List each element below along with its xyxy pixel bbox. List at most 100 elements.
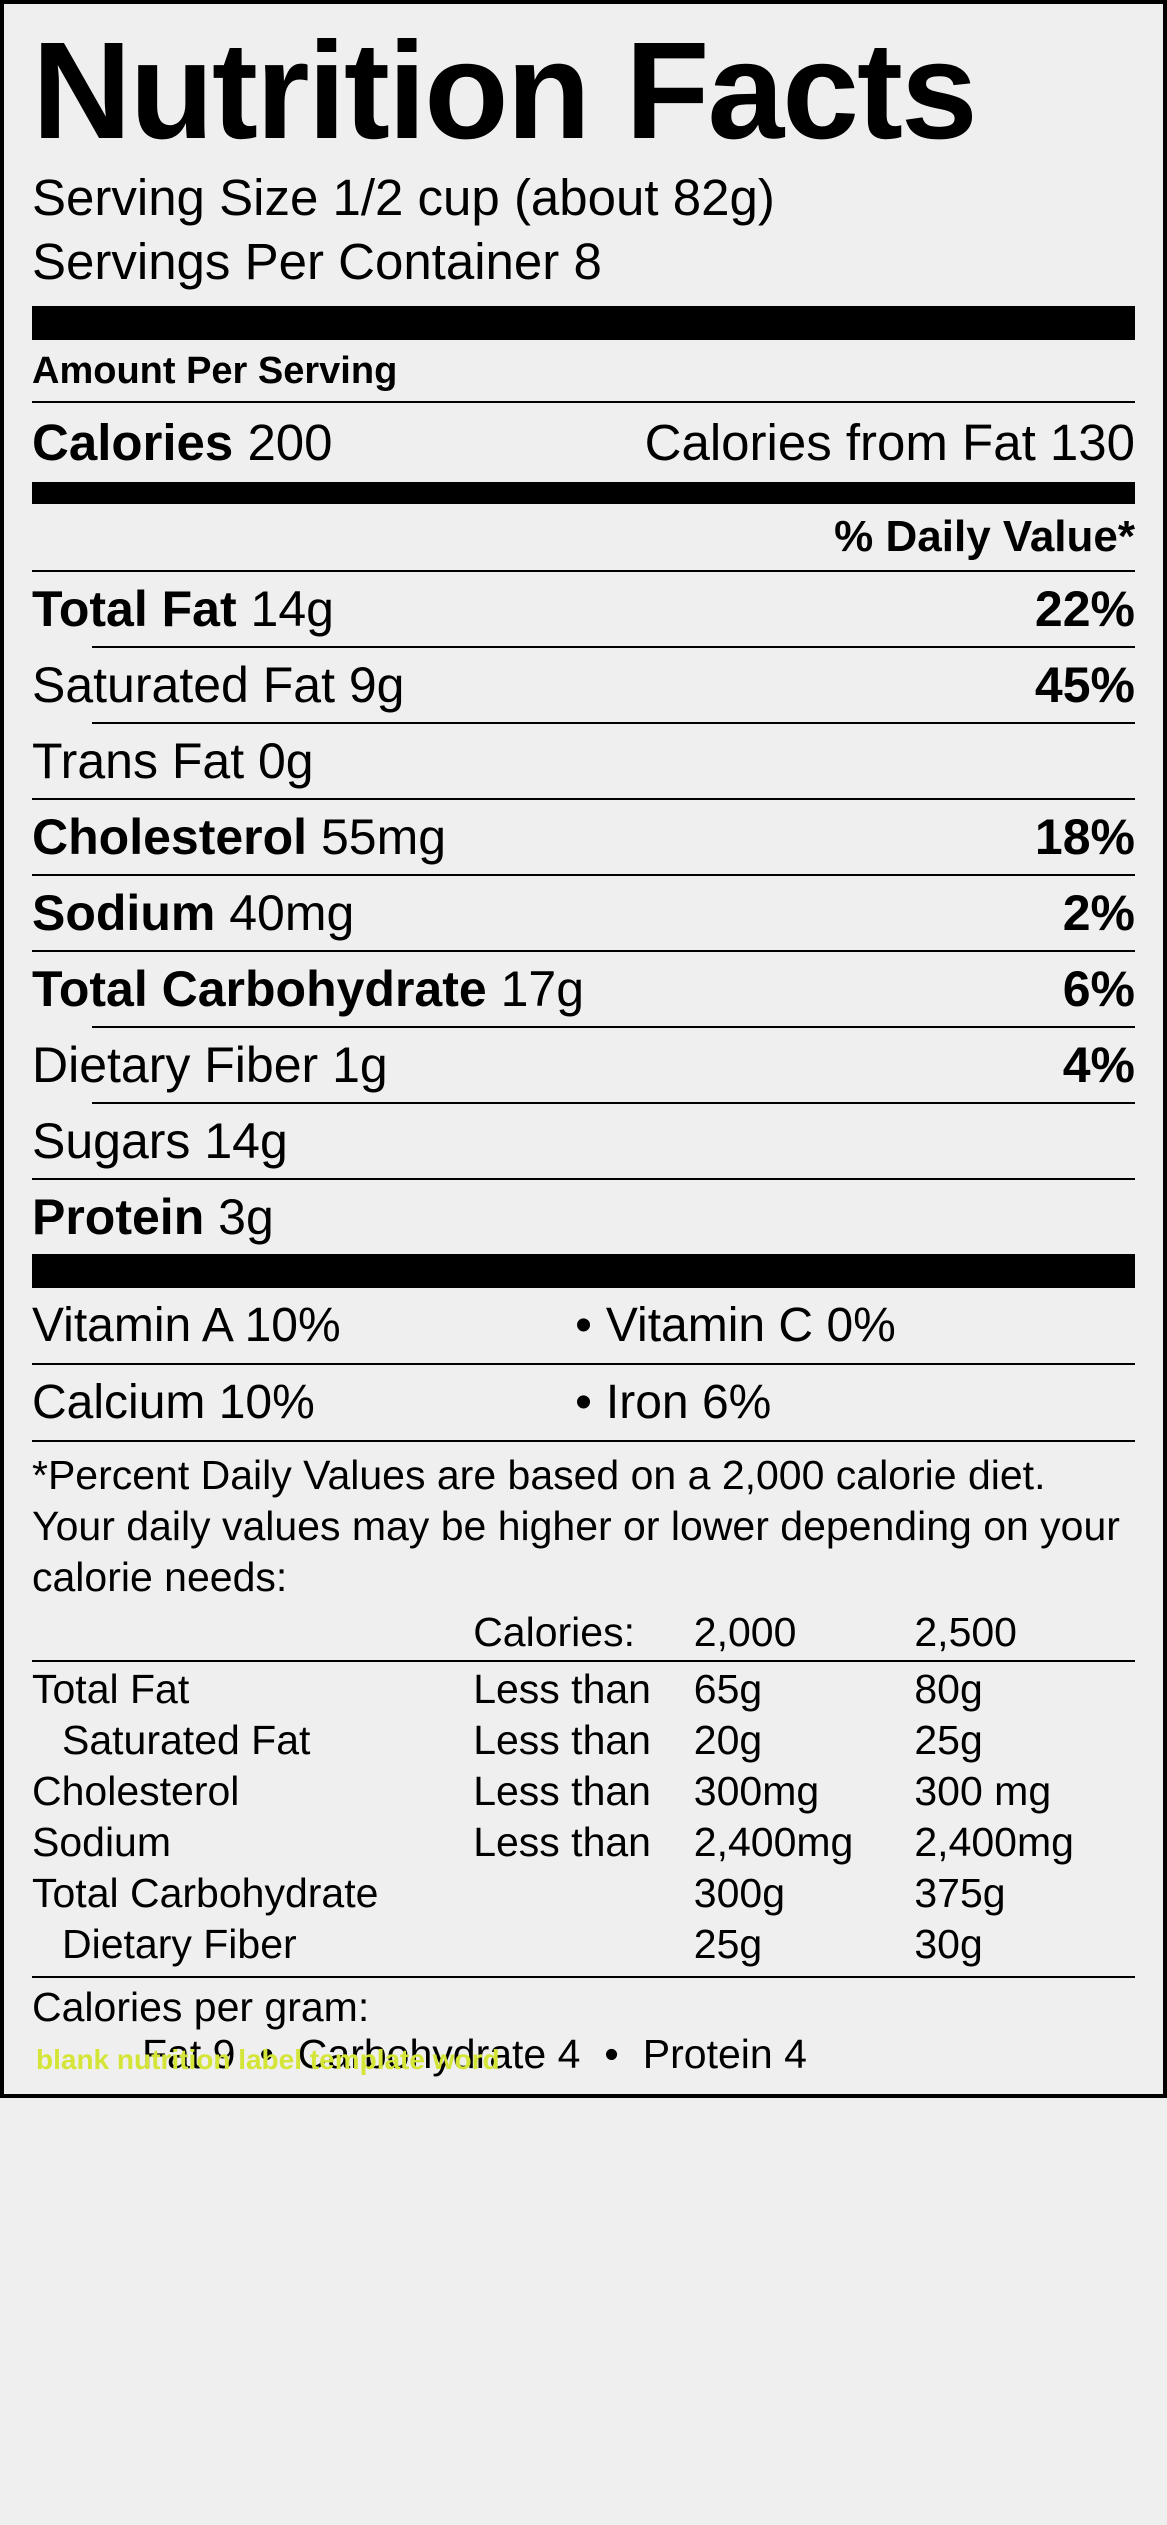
- title: Nutrition Facts: [32, 22, 1135, 160]
- foot-header-row: Calories: 2,000 2,500: [32, 1607, 1135, 1658]
- calories-left: Calories 200: [32, 413, 333, 472]
- sugars-row: Sugars 14g: [32, 1104, 1135, 1178]
- amount-per-serving: Amount Per Serving: [32, 340, 1135, 401]
- iron-value: 6%: [702, 1376, 771, 1429]
- vitamins-row-1: Vitamin A 10% • Vitamin C 0%: [32, 1288, 1135, 1363]
- foot-cell: 375g: [914, 1868, 1135, 1919]
- serving-size-label: Serving Size: [32, 169, 318, 226]
- sat-fat-label: Saturated Fat: [32, 657, 335, 713]
- vitamin-a: Vitamin A 10%: [32, 1298, 561, 1353]
- servings-per-container-value: 8: [573, 233, 601, 290]
- iron: Iron 6%: [606, 1375, 1135, 1430]
- foot-h1: [32, 1607, 473, 1658]
- cholesterol-label: Cholesterol: [32, 809, 307, 865]
- protein-row: Protein 3g: [32, 1180, 1135, 1254]
- foot-row: Saturated FatLess than20g25g: [32, 1715, 1135, 1766]
- calories-from-fat: Calories from Fat 130: [645, 413, 1135, 472]
- foot-cell: [473, 1919, 694, 1970]
- calories-from-fat-label: Calories from Fat: [645, 414, 1036, 471]
- cholesterol-row: Cholesterol 55mg 18%: [32, 800, 1135, 874]
- cpg-label: Calories per gram:: [32, 1978, 1135, 2031]
- cpg-protein: Protein 4: [643, 2031, 807, 2078]
- foot-cell: 300 mg: [914, 1766, 1135, 1817]
- foot-cell: Cholesterol: [32, 1766, 473, 1817]
- foot-h4: 2,500: [914, 1607, 1135, 1658]
- total-carb-label: Total Carbohydrate: [32, 961, 487, 1017]
- sat-fat-row: Saturated Fat 9g 45%: [32, 648, 1135, 722]
- trans-fat-amount: 0g: [258, 733, 314, 789]
- footnote: *Percent Daily Values are based on a 2,0…: [32, 1442, 1135, 1608]
- servings-per-container-label: Servings Per Container: [32, 233, 559, 290]
- watermark: blank nutrition label template word: [36, 2044, 1135, 2076]
- foot-cell: 300mg: [694, 1766, 915, 1817]
- foot-cell: 300g: [694, 1868, 915, 1919]
- total-fat-dv: 22%: [1035, 580, 1135, 638]
- foot-cell: 2,400mg: [694, 1817, 915, 1868]
- foot-h2: Calories:: [473, 1607, 694, 1658]
- foot-cell: [473, 1868, 694, 1919]
- sodium-amount: 40mg: [229, 885, 354, 941]
- sodium-row: Sodium 40mg 2%: [32, 876, 1135, 950]
- bullet-icon: •: [604, 2031, 618, 2078]
- foot-row: Total FatLess than65g80g: [32, 1664, 1135, 1715]
- foot-row: Dietary Fiber25g30g: [32, 1919, 1135, 1970]
- vitamin-c-label: Vitamin C: [606, 1299, 813, 1352]
- vitamins-row-2: Calcium 10% • Iron 6%: [32, 1365, 1135, 1440]
- sodium-dv: 2%: [1063, 884, 1135, 942]
- foot-cell: Less than: [473, 1664, 694, 1715]
- total-fat-label: Total Fat: [32, 581, 237, 637]
- vitamin-a-label: Vitamin A: [32, 1299, 231, 1352]
- calcium-label: Calcium: [32, 1376, 205, 1429]
- total-carb-amount: 17g: [501, 961, 584, 1017]
- total-fat-row: Total Fat 14g 22%: [32, 572, 1135, 646]
- bullet-icon: •: [561, 1298, 606, 1353]
- sat-fat-amount: 9g: [349, 657, 405, 713]
- cholesterol-dv: 18%: [1035, 808, 1135, 866]
- sat-fat-dv: 45%: [1035, 656, 1135, 714]
- foot-h3: 2,000: [694, 1607, 915, 1658]
- fiber-row: Dietary Fiber 1g 4%: [32, 1028, 1135, 1102]
- total-fat-amount: 14g: [251, 581, 334, 637]
- foot-cell: Sodium: [32, 1817, 473, 1868]
- calcium-value: 10%: [219, 1376, 315, 1429]
- servings-per-container-line: Servings Per Container 8: [32, 230, 1135, 294]
- protein-amount: 3g: [218, 1189, 274, 1245]
- divider-thick-1: [32, 306, 1135, 340]
- foot-cell: Less than: [473, 1817, 694, 1868]
- calories-value: 200: [247, 414, 332, 471]
- foot-cell: 20g: [694, 1715, 915, 1766]
- total-carb-dv: 6%: [1063, 960, 1135, 1018]
- vitamin-c: Vitamin C 0%: [606, 1298, 1135, 1353]
- dv-header: % Daily Value*: [32, 504, 1135, 570]
- sugars-label: Sugars: [32, 1113, 190, 1169]
- foot-cell: Saturated Fat: [32, 1715, 473, 1766]
- vitamin-c-value: 0%: [826, 1299, 895, 1352]
- protein-label: Protein: [32, 1189, 204, 1245]
- foot-row: Total Carbohydrate 300g375g: [32, 1868, 1135, 1919]
- divider-thick-3: [32, 1254, 1135, 1288]
- sugars-amount: 14g: [204, 1113, 287, 1169]
- iron-label: Iron: [606, 1376, 689, 1429]
- foot-cell: Total Fat: [32, 1664, 473, 1715]
- total-carb-row: Total Carbohydrate 17g 6%: [32, 952, 1135, 1026]
- foot-cell: 80g: [914, 1664, 1135, 1715]
- foot-cell: Less than: [473, 1715, 694, 1766]
- vitamin-a-value: 10%: [245, 1299, 341, 1352]
- foot-cell: 25g: [914, 1715, 1135, 1766]
- fiber-label: Dietary Fiber: [32, 1037, 318, 1093]
- foot-cell: 25g: [694, 1919, 915, 1970]
- cholesterol-amount: 55mg: [321, 809, 446, 865]
- foot-cell: Less than: [473, 1766, 694, 1817]
- calories-label: Calories: [32, 414, 233, 471]
- foot-cell: 30g: [914, 1919, 1135, 1970]
- fiber-dv: 4%: [1063, 1036, 1135, 1094]
- calcium: Calcium 10%: [32, 1375, 561, 1430]
- sodium-label: Sodium: [32, 885, 215, 941]
- foot-row: CholesterolLess than300mg300 mg: [32, 1766, 1135, 1817]
- foot-cell: Total Carbohydrate: [32, 1868, 473, 1919]
- divider-thick-2: [32, 482, 1135, 504]
- serving-size-line: Serving Size 1/2 cup (about 82g): [32, 166, 1135, 230]
- foot-row: SodiumLess than2,400mg2,400mg: [32, 1817, 1135, 1868]
- serving-size-value: 1/2 cup (about 82g): [332, 169, 774, 226]
- trans-fat-label: Trans Fat: [32, 733, 244, 789]
